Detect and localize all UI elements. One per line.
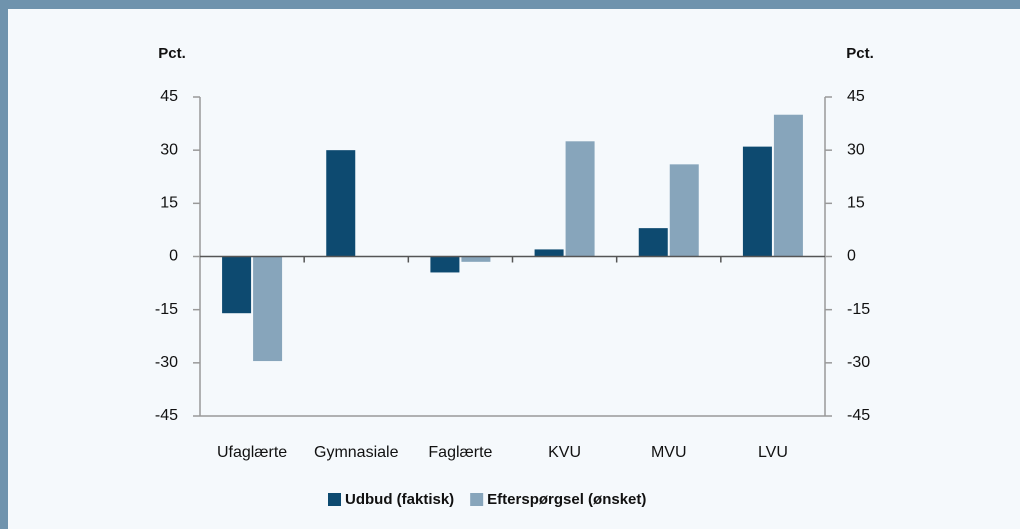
x-tick-label: Ufaglærte: [217, 444, 287, 461]
y2-tick-label: -45: [847, 407, 870, 424]
y-tick-label: 0: [169, 248, 178, 265]
y2-tick-label: 45: [847, 88, 865, 105]
bar: [638, 228, 668, 257]
bar: [222, 256, 252, 314]
y-tick-label: 45: [160, 88, 178, 105]
y2-tick-label: 30: [847, 141, 865, 158]
bar: [565, 141, 595, 257]
y-tick-label: -45: [155, 407, 178, 424]
legend-swatch: [328, 493, 341, 506]
y-tick-label: 15: [160, 195, 178, 212]
y-tick-label: 30: [160, 141, 178, 158]
bar: [461, 256, 491, 262]
legend-swatch: [470, 493, 484, 506]
y2-tick-label: -30: [847, 354, 870, 371]
bar: [742, 146, 772, 257]
x-tick-label: Gymnasiale: [314, 444, 399, 461]
bar: [773, 114, 803, 257]
y2-tick-label: 0: [847, 248, 856, 265]
header-strip: [0, 0, 1020, 9]
y-tick-label: -30: [155, 354, 178, 371]
bar: [669, 164, 699, 257]
x-tick-label: LVU: [758, 444, 788, 461]
x-tick-label: MVU: [651, 444, 687, 461]
y-axis-label: Pct.: [158, 45, 186, 62]
legend-label: Udbud (faktisk): [345, 491, 454, 508]
y2-axis-label: Pct.: [846, 45, 874, 62]
x-tick-label: Faglærte: [428, 444, 492, 461]
bar: [430, 256, 460, 273]
bar: [326, 150, 356, 257]
y2-tick-label: -15: [847, 301, 870, 318]
y2-tick-label: 15: [847, 195, 865, 212]
bar: [253, 256, 283, 362]
legend-label: Efterspørgsel (ønsket): [487, 491, 646, 508]
x-tick-label: KVU: [548, 444, 581, 461]
left-border: [0, 0, 8, 529]
y-tick-label: -15: [155, 301, 178, 318]
bar: [534, 249, 564, 257]
